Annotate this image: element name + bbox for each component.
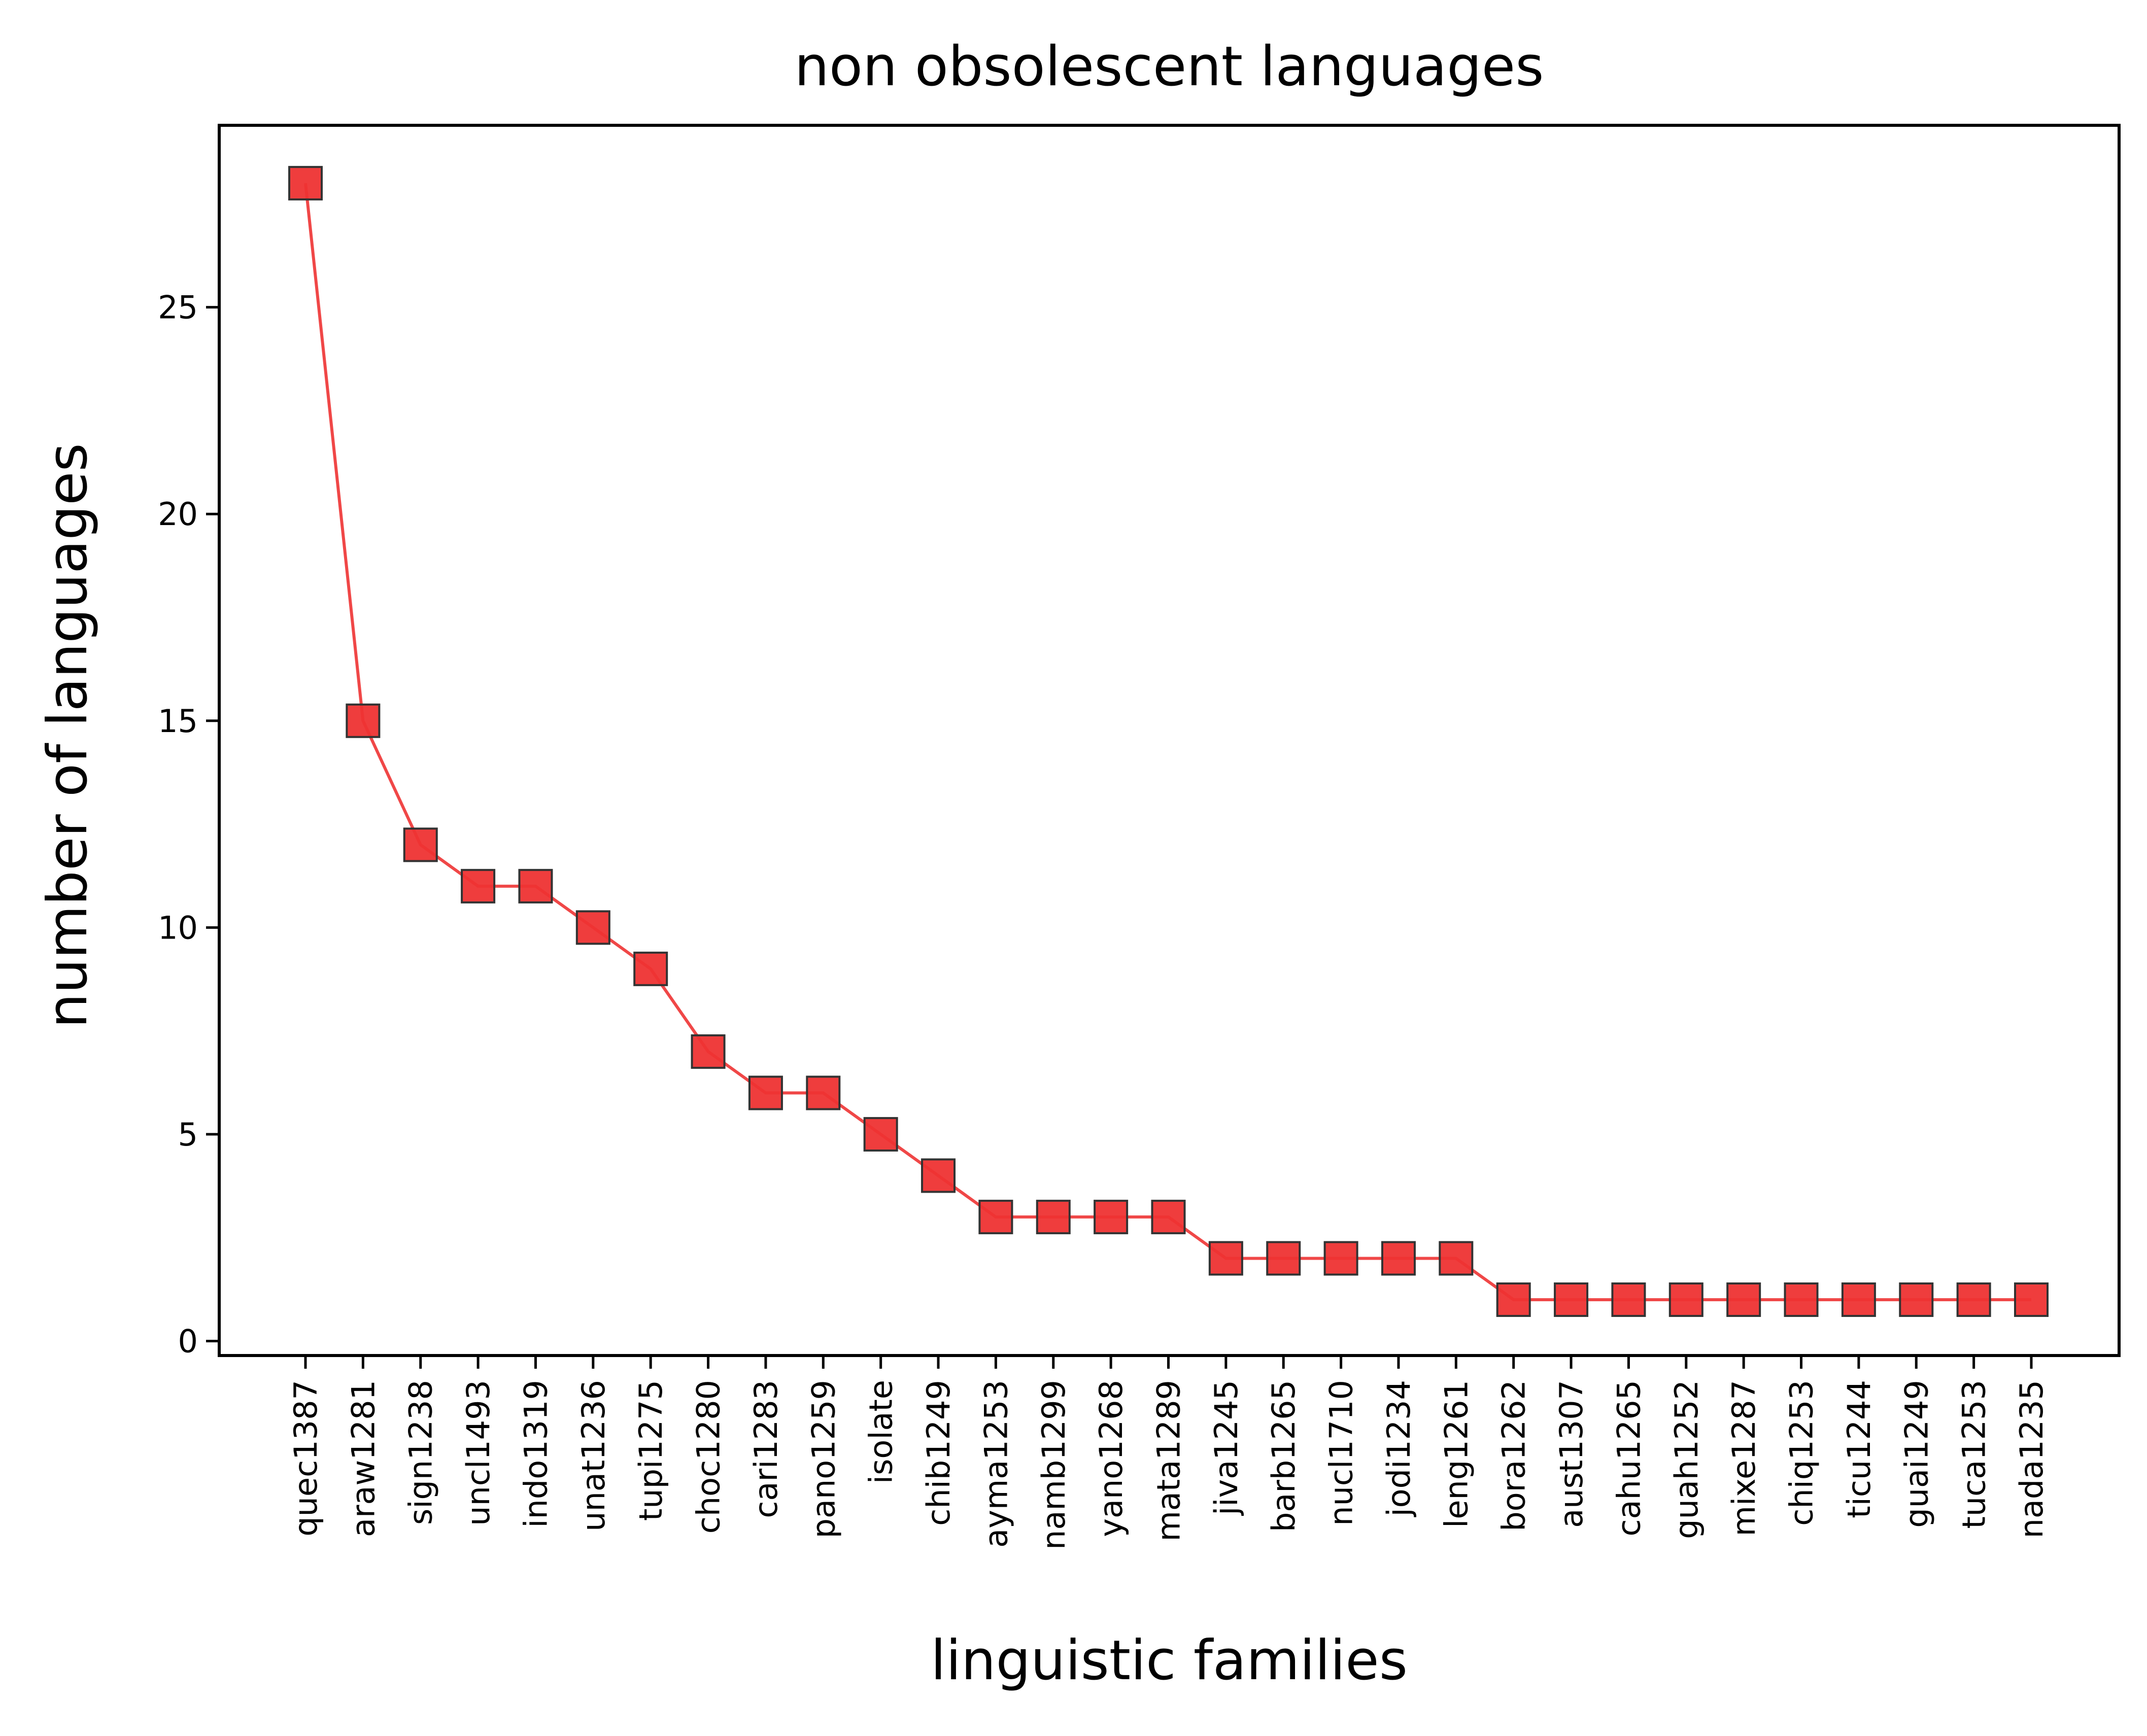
- data-point: [575, 910, 610, 945]
- x-tick-label: guah1252: [1668, 1380, 1705, 1539]
- x-tick-label: aust1307: [1553, 1380, 1590, 1528]
- x-tick-label: leng1261: [1438, 1380, 1475, 1528]
- x-tick-label: yano1268: [1093, 1380, 1130, 1537]
- x-axis-label: linguistic families: [931, 1629, 1408, 1692]
- x-tick-label: indo1319: [517, 1380, 554, 1528]
- data-point: [863, 1117, 898, 1152]
- data-point: [2014, 1282, 2049, 1317]
- x-tick-label: mixe1287: [1725, 1380, 1762, 1536]
- x-tick-label: tupi1275: [632, 1380, 669, 1521]
- x-tick-label: cahu1265: [1610, 1380, 1647, 1536]
- data-point: [1668, 1282, 1703, 1317]
- data-point: [921, 1158, 956, 1193]
- y-tick-label: 10: [158, 909, 198, 946]
- y-tick-label: 0: [178, 1323, 198, 1360]
- data-point: [1323, 1241, 1358, 1276]
- data-point: [1841, 1282, 1876, 1317]
- x-tick-label: cari1283: [747, 1380, 785, 1518]
- data-point: [1381, 1241, 1416, 1276]
- x-tick-label: ticu1244: [1841, 1380, 1878, 1518]
- y-tick-label: 5: [178, 1116, 198, 1153]
- x-tick-label: namb1299: [1035, 1380, 1072, 1550]
- x-tick-label: isolate: [863, 1380, 900, 1484]
- data-point: [806, 1075, 841, 1110]
- data-point: [1266, 1241, 1301, 1276]
- x-tick-label: nada1235: [2013, 1380, 2050, 1538]
- x-tick-label: quec1387: [287, 1380, 324, 1537]
- data-point: [633, 951, 668, 986]
- data-point: [1496, 1282, 1531, 1317]
- data-point: [1726, 1282, 1761, 1317]
- plot-frame: [218, 124, 2121, 1357]
- chart-title: non obsolescent languages: [794, 35, 1544, 98]
- data-point: [346, 703, 381, 738]
- x-axis-ticks: quec1387 araw1281 sign1238 uncl1493 indo1319…: [287, 1356, 2050, 1550]
- data-point: [1439, 1241, 1474, 1276]
- series-layer: [288, 166, 2049, 1317]
- data-point: [1784, 1282, 1819, 1317]
- x-tick-label: nucl1710: [1323, 1380, 1360, 1526]
- x-tick-label: sign1238: [402, 1380, 439, 1525]
- data-point: [403, 827, 438, 862]
- x-tick-label: guai1249: [1898, 1380, 1935, 1528]
- x-tick-label: pano1259: [805, 1380, 842, 1538]
- data-point: [1151, 1199, 1186, 1234]
- x-tick-label: tuca1253: [1956, 1380, 1993, 1529]
- data-point: [748, 1075, 783, 1110]
- data-point: [1611, 1282, 1646, 1317]
- x-tick-label: ayma1253: [977, 1380, 1014, 1548]
- data-point: [1036, 1199, 1071, 1234]
- x-tick-label: barb1265: [1265, 1380, 1302, 1532]
- data-point: [1208, 1241, 1243, 1276]
- x-tick-label: uncl1493: [460, 1380, 497, 1526]
- x-tick-label: jodi1234: [1380, 1380, 1417, 1518]
- x-tick-label: bora1262: [1495, 1380, 1532, 1532]
- x-tick-label: unat1236: [575, 1380, 612, 1532]
- data-point: [518, 869, 553, 904]
- y-axis-label: number of languages: [36, 443, 99, 1028]
- data-point: [461, 869, 496, 904]
- x-tick-label: chiq1253: [1783, 1380, 1820, 1526]
- y-tick-label: 25: [158, 289, 198, 326]
- x-tick-label: jiva1245: [1208, 1380, 1245, 1516]
- x-tick-label: choc1280: [690, 1380, 727, 1534]
- data-point: [1899, 1282, 1934, 1317]
- data-point: [288, 166, 323, 201]
- y-tick-label: 15: [158, 703, 198, 740]
- data-point: [978, 1199, 1013, 1234]
- data-point: [1094, 1199, 1129, 1234]
- data-point: [1554, 1282, 1589, 1317]
- x-tick-label: chib1249: [920, 1380, 957, 1526]
- y-axis-ticks: 0 5 10 15 20 25: [158, 289, 219, 1360]
- y-tick-label: 20: [158, 496, 198, 533]
- x-tick-label: araw1281: [345, 1380, 382, 1537]
- data-point: [691, 1034, 726, 1069]
- x-tick-label: mata1289: [1150, 1380, 1187, 1541]
- data-point: [1956, 1282, 1991, 1317]
